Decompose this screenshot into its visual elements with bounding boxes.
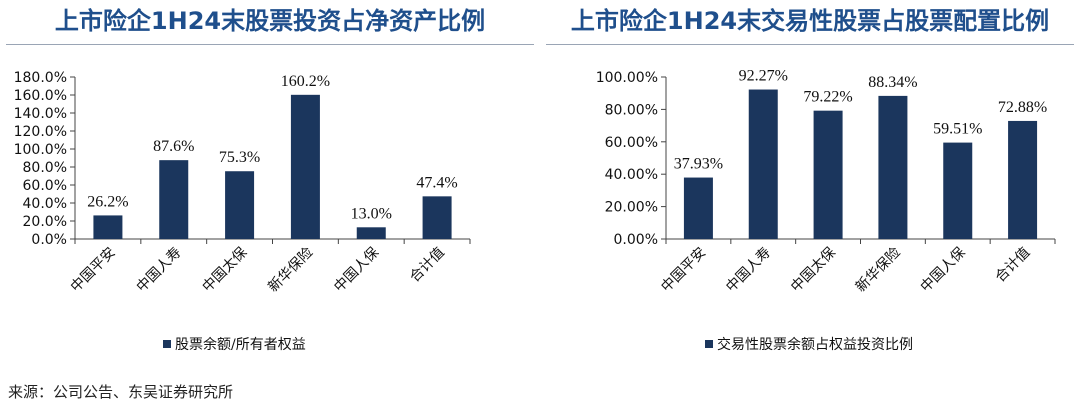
category-label: 中国人寿: [133, 244, 185, 296]
legend-label: 交易性股票余额占权益投资比例: [717, 336, 913, 353]
data-label: 88.34%: [868, 74, 917, 91]
left-bar-chart: 0.0% 20.0% 40.0% 60.0% 80.0% 100.0% 120.0% 140.…: [14, 70, 471, 353]
y-tick-label: 40.00%: [605, 167, 658, 183]
y-tick-label: 140.0%: [14, 106, 67, 122]
bar-1: [93, 215, 123, 239]
category-label: 中国平安: [68, 245, 119, 296]
category-label: 中国平安: [658, 245, 709, 296]
category-label: 合计值: [992, 245, 1033, 286]
data-label: 59.51%: [933, 121, 982, 138]
y-tick-label: 0.0%: [31, 232, 67, 248]
data-label: 87.6%: [153, 138, 194, 155]
bar-3: [225, 171, 255, 239]
category-label: 新华保险: [853, 245, 904, 296]
data-label: 160.2%: [281, 73, 330, 90]
data-label: 79.22%: [803, 89, 852, 106]
legend-label: 股票余额/所有者权益: [175, 336, 306, 353]
y-tick-label: 60.0%: [23, 178, 67, 194]
left-title-divider: [6, 44, 534, 45]
bar-4: [878, 95, 908, 240]
y-tick-label: 120.0%: [14, 124, 67, 140]
left-chart-panel: 上市险企1H24末股票投资占净资产比例 0.0% 20.0% 40.0% 60.0% 8…: [0, 0, 540, 382]
y-tick-label: 40.0%: [23, 196, 67, 212]
category-label: 中国太保: [200, 245, 251, 296]
category-label: 新华保险: [265, 245, 316, 296]
y-tick-label: 80.00%: [605, 102, 658, 118]
bar-5: [943, 142, 973, 239]
data-label: 13.0%: [351, 205, 392, 222]
legend-swatch: [163, 340, 171, 348]
y-tick-label: 60.00%: [605, 135, 658, 151]
data-label: 47.4%: [416, 174, 457, 191]
y-tick-label: 20.0%: [23, 214, 67, 230]
y-tick-label: 180.0%: [14, 70, 67, 86]
y-tick-label: 20.00%: [605, 200, 658, 216]
left-chart-title: 上市险企1H24末股票投资占净资产比例: [54, 7, 486, 35]
category-label: 中国人保: [918, 245, 969, 296]
data-label: 26.2%: [87, 193, 128, 210]
data-label: 75.3%: [219, 149, 260, 166]
bar-5: [356, 227, 386, 239]
right-chart-title: 上市险企1H24末交易性股票占股票配置比例: [570, 7, 1050, 35]
bar-3: [813, 110, 843, 239]
right-title-divider: [546, 44, 1074, 45]
category-label: 合计值: [407, 245, 448, 286]
right-chart-panel: 上市险企1H24末交易性股票占股票配置比例 0.00% 20.00% 40.00% 6…: [540, 0, 1080, 382]
source-note: 来源：公司公告、东吴证券研究所: [8, 383, 234, 401]
bar-2: [748, 89, 778, 239]
category-label: 中国太保: [788, 245, 839, 296]
bar-2: [159, 160, 189, 239]
y-tick-label: 80.0%: [23, 160, 67, 176]
y-tick-label: 100.00%: [596, 70, 658, 86]
category-label: 中国人保: [331, 245, 382, 296]
category-label: 中国人寿: [722, 244, 774, 296]
data-label: 92.27%: [739, 68, 788, 85]
data-label: 37.93%: [674, 156, 723, 173]
y-tick-label: 0.00%: [614, 232, 658, 248]
y-tick-label: 160.0%: [14, 88, 67, 104]
y-tick-label: 100.0%: [14, 142, 67, 158]
bar-6: [1008, 120, 1038, 239]
legend-swatch: [705, 340, 713, 348]
bar-6: [422, 196, 452, 239]
bar-1: [683, 177, 713, 239]
bar-4: [290, 94, 320, 239]
data-label: 72.88%: [998, 99, 1047, 116]
right-bar-chart: 0.00% 20.00% 40.00% 60.00% 80.00% 100.00% 37.9…: [596, 68, 1056, 353]
